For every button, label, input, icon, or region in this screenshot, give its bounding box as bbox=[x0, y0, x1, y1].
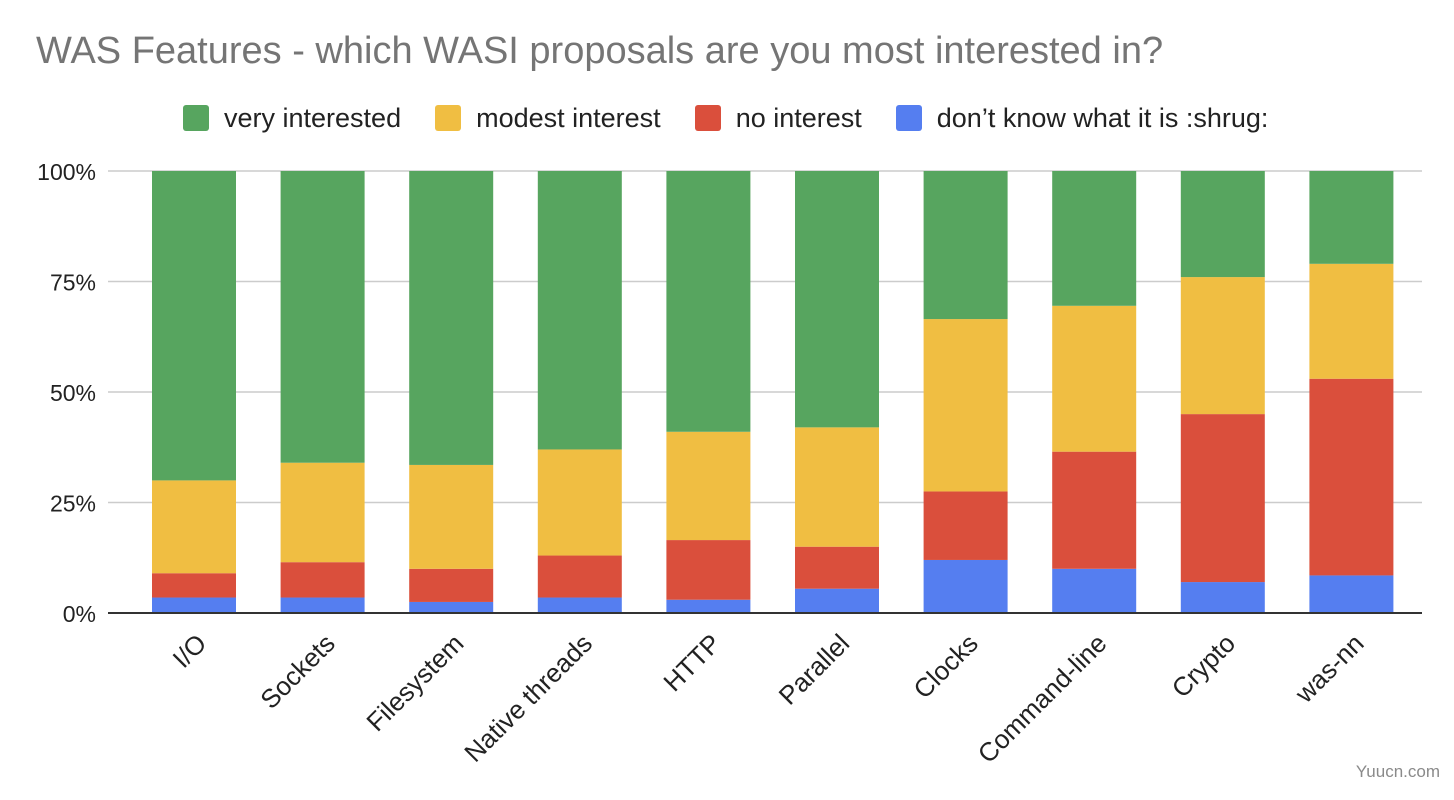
bar-very-interested bbox=[923, 171, 1008, 320]
legend-label: very interested bbox=[224, 102, 402, 133]
bar-no-interest bbox=[666, 540, 751, 600]
bar-very-interested bbox=[152, 171, 236, 481]
legend-label: no interest bbox=[735, 102, 862, 133]
bar-modest-interest bbox=[795, 427, 879, 547]
chart-title: WAS Features - which WASI proposals are … bbox=[36, 30, 1164, 72]
watermark: Yuucn.com bbox=[1355, 762, 1440, 781]
legend-item-no-interest: no interest bbox=[694, 102, 862, 134]
legend-item-modest-interest: modest interest bbox=[435, 103, 661, 134]
bar-very-interested bbox=[666, 171, 751, 432]
bar-don-t-know-what-it-is-shrug bbox=[1052, 568, 1137, 613]
bar-modest-interest bbox=[1309, 263, 1394, 379]
bar-no-interest bbox=[537, 555, 622, 598]
y-tick-label: 75% bbox=[50, 270, 96, 296]
legend-item-don-t-know-what-it-is-shrug: don’t know what it is :shrug: bbox=[895, 102, 1269, 134]
legend-label: don’t know what it is :shrug: bbox=[936, 102, 1269, 133]
legend-item-very-interested: very interested bbox=[183, 103, 401, 134]
x-tick-label: Crypto bbox=[1166, 628, 1241, 703]
bar-no-interest bbox=[409, 568, 494, 602]
bar-very-interested bbox=[537, 171, 622, 450]
x-tick-label: Filesystem bbox=[360, 628, 469, 737]
x-tick-label: was-nn bbox=[1288, 628, 1369, 709]
bar-very-interested bbox=[409, 171, 494, 465]
bar-don-t-know-what-it-is-shrug bbox=[1309, 575, 1394, 613]
legend: very interested modest interest no interes… bbox=[183, 98, 1302, 138]
legend-swatch bbox=[435, 105, 462, 131]
y-tick-label: 100% bbox=[37, 159, 96, 185]
bar-don-t-know-what-it-is-shrug bbox=[280, 597, 365, 613]
bar-don-t-know-what-it-is-shrug bbox=[666, 599, 751, 613]
y-tick-label: 0% bbox=[63, 601, 96, 627]
bar-modest-interest bbox=[409, 464, 494, 569]
bar-don-t-know-what-it-is-shrug bbox=[152, 597, 236, 613]
legend-swatch bbox=[694, 105, 721, 131]
bar-no-interest bbox=[152, 573, 236, 598]
legend-swatch bbox=[895, 105, 922, 131]
bar-very-interested bbox=[1180, 171, 1265, 278]
bar-modest-interest bbox=[152, 480, 236, 574]
x-tick-label: I/O bbox=[167, 628, 213, 674]
x-tick-label: Native threads bbox=[458, 628, 598, 768]
y-tick-label: 25% bbox=[50, 491, 96, 517]
bar-no-interest bbox=[280, 562, 365, 598]
x-tick-label: Sockets bbox=[254, 628, 341, 715]
bar-no-interest bbox=[1052, 451, 1137, 569]
bar-don-t-know-what-it-is-shrug bbox=[409, 601, 494, 613]
bar-modest-interest bbox=[1180, 277, 1265, 415]
x-tick-label: Command-line bbox=[972, 628, 1113, 769]
bar-very-interested bbox=[1052, 171, 1137, 306]
bar-modest-interest bbox=[1052, 305, 1137, 452]
bar-very-interested bbox=[795, 171, 879, 428]
bar-modest-interest bbox=[666, 431, 751, 541]
legend-label: modest interest bbox=[476, 102, 661, 133]
bar-don-t-know-what-it-is-shrug bbox=[923, 559, 1008, 613]
bar-modest-interest bbox=[537, 449, 622, 556]
x-tick-label: HTTP bbox=[657, 628, 726, 697]
bar-very-interested bbox=[280, 171, 365, 463]
bar-don-t-know-what-it-is-shrug bbox=[537, 597, 622, 613]
bar-very-interested bbox=[1309, 171, 1394, 264]
x-tick-label: Clocks bbox=[907, 628, 983, 704]
bar-modest-interest bbox=[923, 319, 1008, 492]
bar-no-interest bbox=[1309, 378, 1394, 576]
bar-no-interest bbox=[795, 546, 879, 589]
x-tick-label: Parallel bbox=[773, 628, 856, 711]
bar-modest-interest bbox=[280, 462, 365, 563]
bar-don-t-know-what-it-is-shrug bbox=[1180, 582, 1265, 613]
legend-swatch bbox=[183, 105, 209, 131]
bar-don-t-know-what-it-is-shrug bbox=[795, 588, 879, 613]
y-tick-label: 50% bbox=[50, 380, 96, 406]
bar-no-interest bbox=[923, 491, 1008, 560]
bar-no-interest bbox=[1180, 414, 1265, 583]
